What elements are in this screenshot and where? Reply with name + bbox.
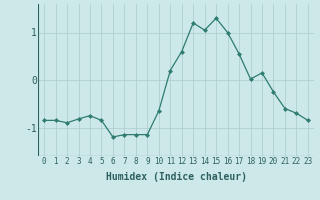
- X-axis label: Humidex (Indice chaleur): Humidex (Indice chaleur): [106, 172, 246, 182]
